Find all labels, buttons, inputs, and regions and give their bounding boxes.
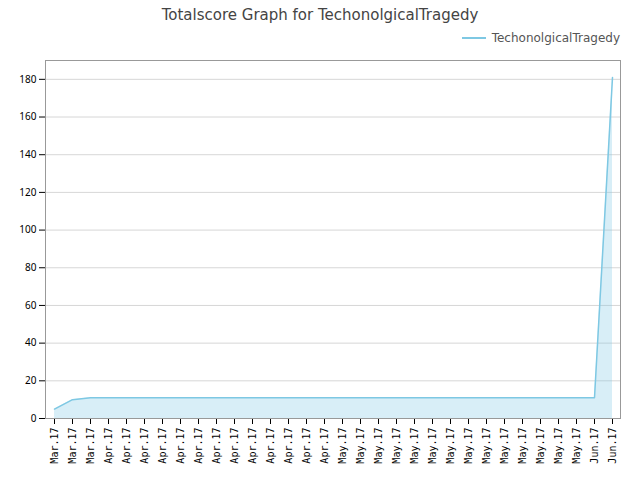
svg-text:Apr.17: Apr.17 <box>283 428 294 464</box>
svg-text:May.17: May.17 <box>355 428 366 464</box>
html-text:TechonolgicalTragedy: TechonolgicalTragedy <box>491 31 620 45</box>
svg-text:120: 120 <box>19 185 36 199</box>
svg-text:May.17: May.17 <box>373 428 384 464</box>
svg-text:May.17: May.17 <box>481 428 492 464</box>
svg-text:Apr.17: Apr.17 <box>139 428 150 464</box>
svg-text:Apr.17: Apr.17 <box>193 428 204 464</box>
svg-text:May.17: May.17 <box>571 428 582 464</box>
svg-text:Apr.17: Apr.17 <box>157 428 168 464</box>
svg-text:May.17: May.17 <box>535 428 546 464</box>
svg-text:Apr.17: Apr.17 <box>265 428 276 464</box>
svg-text:60: 60 <box>25 298 37 312</box>
svg-text:May.17: May.17 <box>463 428 474 464</box>
html-text:Totalscore Graph for Techonolg: Totalscore Graph for TechonolgicalTraged… <box>161 6 479 24</box>
svg-text:May.17: May.17 <box>445 428 456 464</box>
svg-text:May.17: May.17 <box>409 428 420 464</box>
svg-text:0: 0 <box>31 411 37 425</box>
svg-text:Mar.17: Mar.17 <box>49 428 60 464</box>
svg-text:May.17: May.17 <box>427 428 438 464</box>
svg-text:Jun.17: Jun.17 <box>607 428 618 464</box>
svg-text:Apr.17: Apr.17 <box>211 428 222 464</box>
svg-text:May.17: May.17 <box>517 428 528 464</box>
svg-text:80: 80 <box>25 260 37 274</box>
svg-text:Mar.17: Mar.17 <box>67 428 78 464</box>
svg-text:160: 160 <box>19 109 36 123</box>
svg-text:20: 20 <box>25 373 37 387</box>
svg-text:Jun.17: Jun.17 <box>589 428 600 464</box>
svg-text:40: 40 <box>25 335 37 349</box>
svg-text:May.17: May.17 <box>553 428 564 464</box>
svg-text:140: 140 <box>19 147 36 161</box>
svg-text:180: 180 <box>19 72 36 86</box>
svg-text:Apr.17: Apr.17 <box>121 428 132 464</box>
svg-text:100: 100 <box>19 222 36 236</box>
svg-text:Apr.17: Apr.17 <box>247 428 258 464</box>
svg-text:Apr.17: Apr.17 <box>319 428 330 464</box>
svg-text:Apr.17: Apr.17 <box>301 428 312 464</box>
svg-text:Mar.17: Mar.17 <box>85 428 96 464</box>
svg-text:Apr.17: Apr.17 <box>175 428 186 464</box>
svg-text:May.17: May.17 <box>337 428 348 464</box>
svg-text:May.17: May.17 <box>391 428 402 464</box>
svg-text:Apr.17: Apr.17 <box>229 428 240 464</box>
svg-text:Apr.17: Apr.17 <box>103 428 114 464</box>
svg-text:May.17: May.17 <box>499 428 510 464</box>
